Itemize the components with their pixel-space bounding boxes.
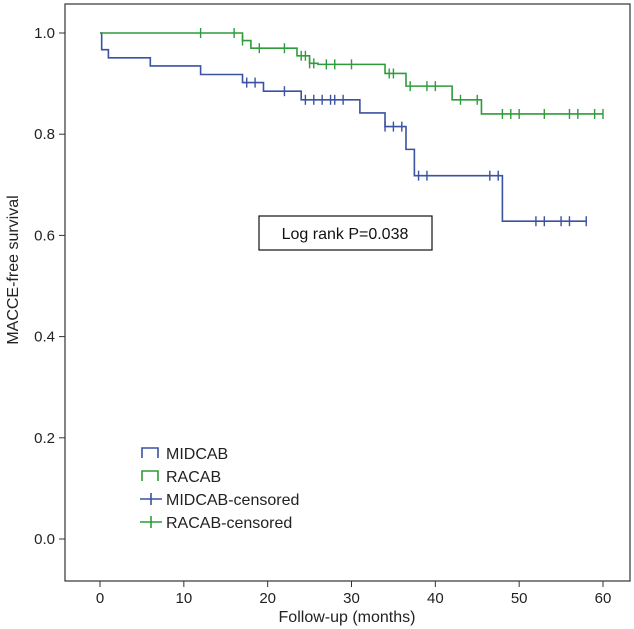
legend-racab-label: RACAB [166,469,221,486]
legend-midcab-label: MIDCAB [166,446,228,463]
x-tick-label: 0 [96,590,104,607]
x-tick-label: 10 [175,590,192,607]
x-tick-label: 20 [259,590,276,607]
racab-curve [100,32,603,115]
annotation-box [258,215,433,251]
legend-midcab-swatch [141,447,159,458]
y-tick-label: 0.2 [34,430,55,447]
axis-ticks: 0 10 20 30 40 50 60 0.0 0.2 0.4 0.6 0.8 1.0 [34,25,611,607]
x-tick-label: 40 [427,590,444,607]
x-tick-label: 30 [343,590,360,607]
x-axis-title: Follow-up (months) [279,609,416,626]
legend-midcab-censored-label: MIDCAB-censored [166,492,299,509]
annotation-text: Log rank P=0.038 [282,226,409,243]
log-rank-annotation: Log rank P=0.038 [258,215,433,251]
survival-curves [100,28,604,227]
y-tick-label: 0.4 [34,329,55,346]
y-axis-title: MACCE-free survival [5,195,22,344]
y-tick-label: 0.6 [34,227,55,244]
plot-frame [64,3,631,582]
midcab-curve [100,32,587,223]
y-tick-label: 0.8 [34,126,55,143]
legend-racab-swatch [141,470,159,481]
legend-racab-censored-label: RACAB-censored [166,515,292,532]
x-tick-label: 50 [511,590,528,607]
legend: MIDCAB RACAB MIDCAB-censored RACAB-censored [140,446,299,532]
y-tick-label: 1.0 [34,25,55,42]
x-tick-label: 60 [595,590,612,607]
y-tick-label: 0.0 [34,531,55,548]
